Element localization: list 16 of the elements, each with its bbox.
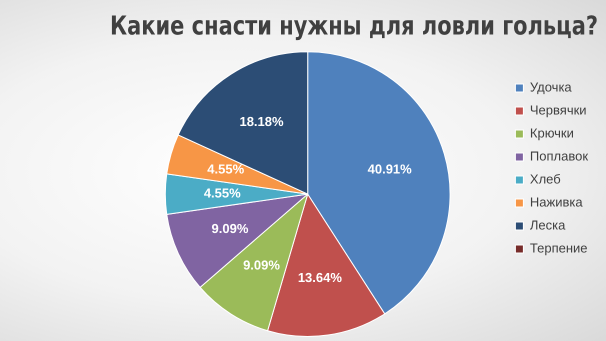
data-label: 4.55% bbox=[204, 186, 242, 201]
legend-label: Терпение bbox=[530, 240, 588, 256]
legend-label: Хлеб bbox=[530, 172, 561, 187]
data-label: 9.09% bbox=[212, 221, 249, 236]
legend-label: Поплавок bbox=[530, 148, 588, 164]
chart-title: Какие снасти нужны для ловли гольца? bbox=[110, 10, 598, 41]
legend-label: Удочка bbox=[530, 80, 572, 95]
data-label: 9.09% bbox=[243, 258, 280, 273]
data-label: 18.18% bbox=[239, 114, 284, 129]
data-label: 40.91% bbox=[368, 162, 412, 177]
legend-label: Червячки bbox=[530, 102, 587, 118]
data-label: 4.55% bbox=[207, 162, 245, 177]
data-label: 13.64% bbox=[298, 270, 342, 286]
legend-label: Крючки bbox=[530, 126, 574, 141]
legend-label: Наживка bbox=[530, 194, 584, 210]
legend-label: Леска bbox=[530, 218, 566, 233]
